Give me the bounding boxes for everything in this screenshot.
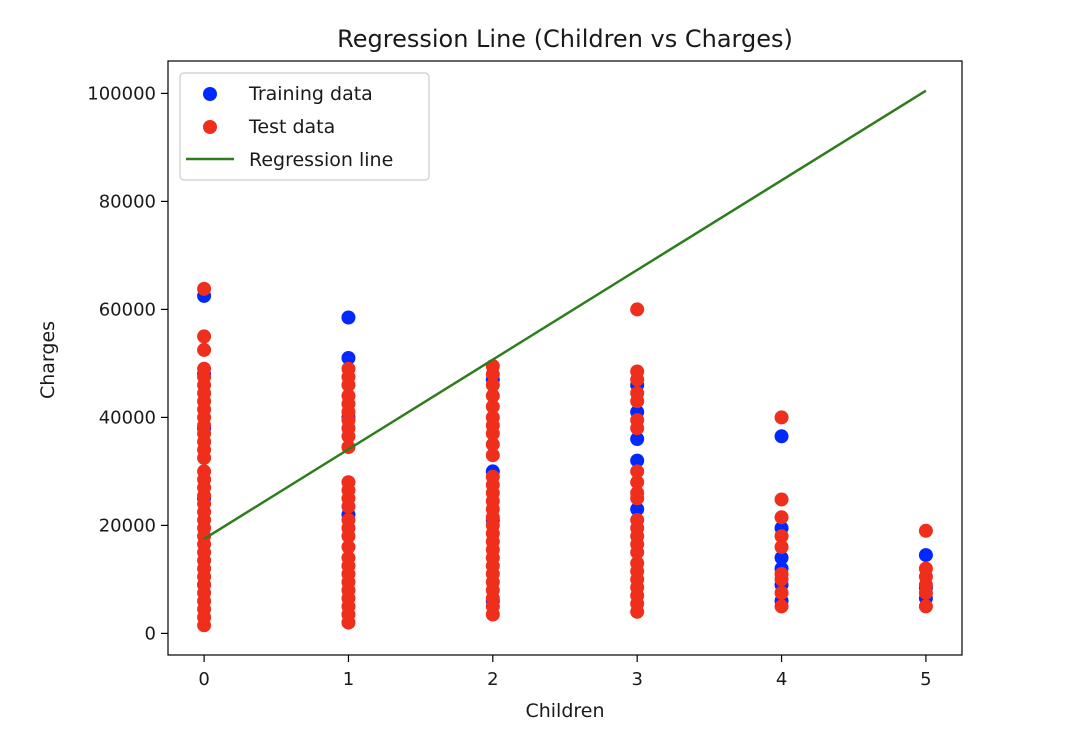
series-1-points	[197, 281, 933, 633]
data-point	[774, 585, 789, 600]
data-point	[341, 310, 356, 325]
data-point	[630, 302, 645, 317]
legend-label-test: Test data	[248, 116, 335, 138]
axis-ticks: 0 1 2 3 4 5 0 20000 40000 60000 80000 100000	[87, 83, 931, 690]
regression-line	[203, 89, 927, 540]
data-point	[341, 615, 356, 630]
data-point	[341, 378, 356, 392]
data-point	[918, 548, 933, 563]
x-tick-label: 3	[631, 669, 642, 690]
data-point	[630, 372, 645, 387]
data-point	[774, 410, 789, 425]
x-tick-label: 4	[776, 669, 787, 690]
data-point	[774, 429, 789, 444]
legend-label-training: Training data	[248, 83, 373, 105]
data-point	[197, 329, 212, 344]
x-tick-label: 5	[920, 669, 931, 690]
chart-title: Regression Line (Children vs Charges)	[337, 25, 793, 53]
data-point	[774, 510, 789, 525]
data-point	[197, 342, 212, 357]
data-point	[774, 529, 789, 544]
data-point	[485, 399, 500, 414]
data-point	[485, 437, 500, 452]
data-point	[774, 540, 789, 554]
data-point	[341, 499, 356, 514]
data-point	[485, 378, 500, 392]
legend-frame	[179, 72, 430, 181]
data-point	[774, 599, 789, 614]
data-point	[774, 492, 789, 507]
legend: Training data Test data Regression line	[179, 72, 430, 181]
data-point	[774, 572, 789, 587]
data-point	[630, 432, 645, 446]
data-point	[630, 604, 645, 619]
data-point	[630, 545, 645, 560]
data-point	[485, 388, 500, 403]
y-tick-label: 80000	[99, 191, 156, 212]
data-point	[918, 585, 933, 600]
data-point	[774, 550, 789, 565]
data-point	[341, 540, 356, 554]
data-point	[630, 394, 645, 409]
data-point	[630, 464, 645, 479]
data-point	[630, 453, 645, 468]
legend-marker-test	[203, 120, 217, 134]
x-axis-label: Children	[525, 700, 604, 722]
plot-frame	[167, 60, 963, 656]
legend-marker-training	[203, 87, 217, 101]
data-point	[341, 351, 356, 365]
y-tick-label: 0	[145, 623, 156, 644]
data-point	[341, 429, 356, 444]
y-tick-label: 60000	[99, 299, 156, 320]
x-tick-label: 0	[198, 669, 209, 690]
data-point	[918, 599, 933, 614]
series-0-points	[197, 288, 933, 608]
data-point	[485, 367, 500, 382]
data-point	[485, 426, 500, 441]
data-point	[485, 607, 500, 622]
plot-marks	[197, 89, 933, 633]
y-tick-label: 20000	[99, 515, 156, 536]
data-point	[630, 475, 645, 490]
data-point	[197, 618, 212, 633]
data-point	[630, 491, 645, 506]
data-point	[630, 502, 645, 517]
x-tick-label: 2	[487, 669, 498, 690]
data-point	[197, 450, 212, 465]
data-point	[485, 448, 500, 463]
data-point	[918, 523, 933, 538]
x-tick-label: 1	[343, 669, 354, 690]
y-tick-label: 40000	[99, 407, 156, 428]
data-point	[341, 529, 356, 544]
legend-label-regression: Regression line	[249, 149, 393, 171]
y-axis-label: Charges	[37, 321, 59, 399]
data-point	[197, 281, 212, 296]
data-point	[630, 421, 645, 436]
y-tick-label: 100000	[87, 83, 156, 104]
